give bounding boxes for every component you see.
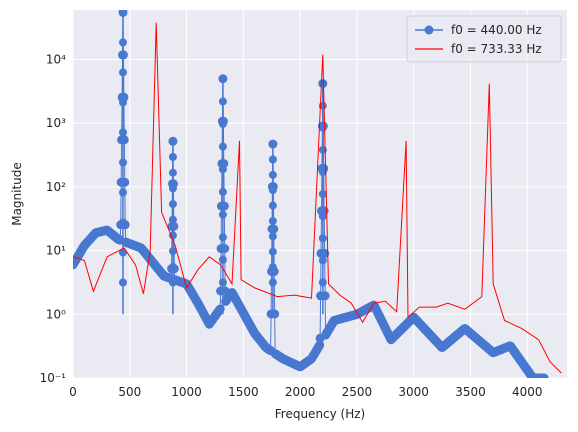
x-tick-label: 1000 [171,385,202,399]
series-f0-440-point [169,221,179,231]
y-axis-label: Magnitude [10,162,24,226]
series-f0-733-line [73,22,562,374]
series-f0-440-point [320,291,330,301]
series-f0-440-peak-point [168,137,177,146]
legend-marker-f0-440 [424,25,434,35]
series-f0-733 [73,22,562,374]
x-tick-label: 1500 [228,385,259,399]
series-f0-440 [73,10,549,378]
series-f0-440-point [119,135,129,145]
x-tick-label: 3000 [398,385,429,399]
x-tick-label: 2000 [285,385,316,399]
series-f0-440-point [219,201,229,211]
y-tick-label: 10⁴ [46,53,66,67]
x-tick-label: 500 [118,385,141,399]
y-tick-label: 10² [46,180,66,194]
y-tick-label: 10⁰ [46,307,66,321]
legend-box [406,15,562,63]
x-tick-label: 0 [69,385,77,399]
series-f0-440-point [220,244,230,254]
series-f0-440-point [120,177,130,187]
y-axis-ticks: 10⁻¹ 10⁰ 10¹ 10² 10³ 10⁴ [40,53,67,385]
x-axis-label: Frequency (Hz) [275,407,366,421]
x-tick-label: 3500 [455,385,486,399]
y-tick-label: 10³ [46,116,66,130]
x-tick-label: 4000 [512,385,543,399]
y-tick-label: 10¹ [46,244,66,258]
series-f0-440-point [539,373,549,378]
y-tick-label: 10⁻¹ [40,371,67,385]
series-f0-440-point [270,309,280,319]
series-f0-440-point [269,224,279,234]
legend: f0 = 440.00 Hz f0 = 733.33 Hz [406,15,562,63]
series-f0-440-peak-point [218,74,227,83]
series-f0-440-peak-point [268,140,277,149]
legend-label-f0-733: f0 = 733.33 Hz [451,42,542,56]
series-f0-440-point [315,340,325,350]
legend-label-f0-440: f0 = 440.00 Hz [451,23,542,37]
x-axis-ticks: 0 500 1000 1500 2000 2500 3000 3500 4000 [69,385,542,399]
x-tick-label: 2500 [342,385,373,399]
